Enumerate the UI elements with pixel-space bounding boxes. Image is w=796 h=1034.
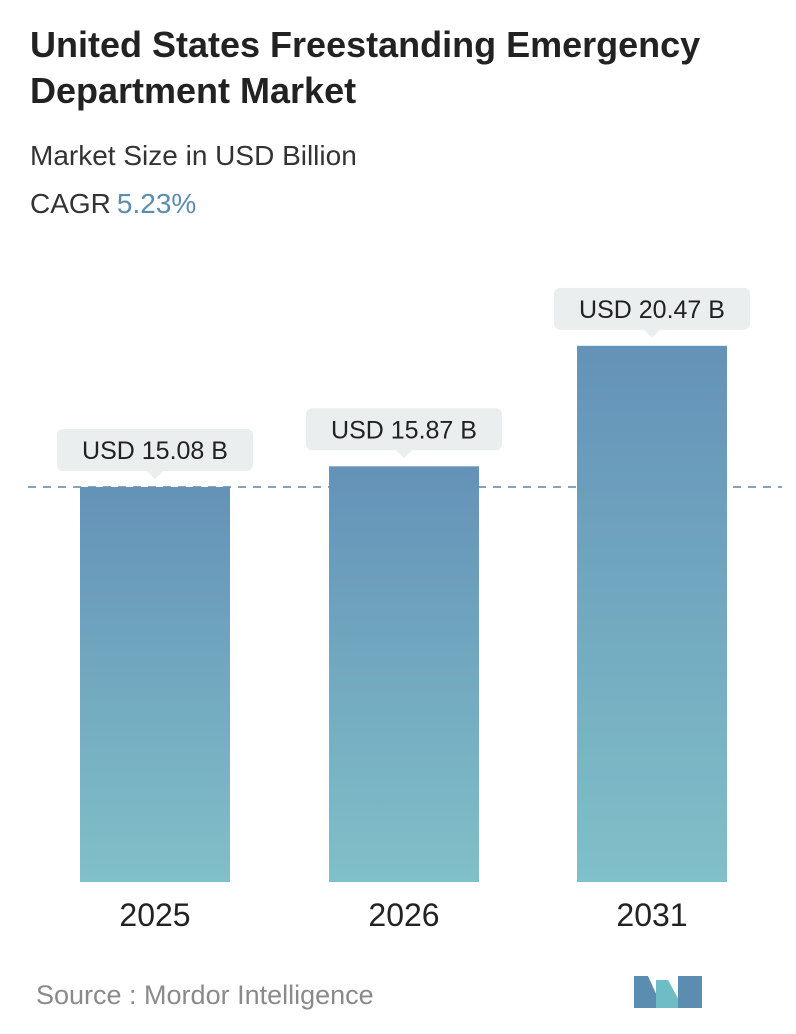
bar-2031 <box>577 345 727 883</box>
data-label-text: USD 20.47 B <box>579 296 725 324</box>
chart-subtitle: Market Size in USD Billion <box>30 140 357 171</box>
data-label-2031: USD 20.47 B <box>554 287 750 338</box>
cagr-label: CAGR <box>30 188 111 219</box>
cagr-row: CAGR 5.23% <box>30 188 196 220</box>
source-text: Source : Mordor Intelligence <box>36 980 374 1010</box>
chart-title: United States Freestanding Emergency Dep… <box>30 24 701 111</box>
x-tick-label-2026: 2026 <box>368 897 439 933</box>
data-label-2026: USD 15.87 B <box>306 408 502 459</box>
data-label-text: USD 15.87 B <box>331 416 477 444</box>
x-tick-label-2031: 2031 <box>616 897 687 933</box>
cagr-value: 5.23% <box>116 188 197 219</box>
bar-chart: USD 15.08 B USD 15.87 B USD 20.47 B 2025 20… <box>28 287 782 933</box>
data-label-2025: USD 15.08 B <box>57 429 253 479</box>
data-label-text: USD 15.08 B <box>82 437 228 465</box>
x-tick-label-2025: 2025 <box>119 897 190 933</box>
bar-2025 <box>80 487 230 882</box>
bar-2026 <box>329 466 479 882</box>
mordor-logo-icon <box>634 976 702 1008</box>
